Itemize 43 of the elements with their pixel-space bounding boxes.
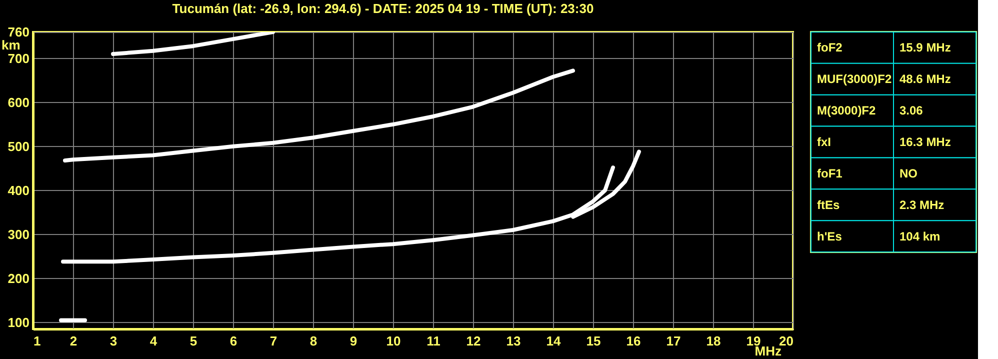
x-tick-label: 14 <box>546 334 562 348</box>
x-tick-label: 9 <box>350 334 358 348</box>
text: 104 km <box>900 229 940 244</box>
x-tick-label: 4 <box>150 334 158 348</box>
x-tick-label: 12 <box>466 334 481 348</box>
x-tick-label: 13 <box>506 334 521 348</box>
y-tick-label: 500 <box>8 138 30 154</box>
y-tick-label: 700 <box>8 50 30 66</box>
x-tick-label: 17 <box>666 334 681 348</box>
text: 2.3 MHz <box>900 198 944 212</box>
text: 3.06 <box>900 104 924 118</box>
x-tick-label: 5 <box>190 334 198 348</box>
x-tick-label: 7 <box>270 334 278 348</box>
x-tick-label: 6 <box>230 334 238 348</box>
text: ftEs <box>817 198 840 212</box>
x-tick-label: 15 <box>586 334 601 348</box>
text: foF1 <box>817 166 843 180</box>
text: 48.6 MHz <box>900 72 951 86</box>
x-tick-label: 10 <box>386 334 401 348</box>
text: h'Es <box>817 229 842 244</box>
text: M(3000)F2 <box>817 104 876 118</box>
chart-title: Tucumán (lat: -26.9, lon: 294.6) - DATE: 2025 04 19 - TIME (UT): 23:30 <box>172 1 594 16</box>
y-tick-label: 300 <box>8 226 30 242</box>
x-tick-label: 16 <box>626 334 641 348</box>
text: NO <box>900 166 918 180</box>
x-tick-label: 18 <box>706 334 721 348</box>
y-tick-label: 200 <box>8 270 30 286</box>
y-tick-label: 600 <box>8 94 30 110</box>
y-tick-label: 760 <box>8 24 30 40</box>
text: 15.9 MHz <box>900 40 951 55</box>
x-tick-label: 8 <box>310 334 318 348</box>
y-tick-label: 400 <box>8 182 30 198</box>
x-tick-label: 20 <box>779 334 794 348</box>
text: fxI <box>817 135 832 149</box>
x-tick-label: 1 <box>34 334 41 348</box>
y-axis-title: km <box>2 38 20 52</box>
x-tick-label: 2 <box>70 334 78 348</box>
x-tick-label: 11 <box>426 334 440 348</box>
text: MUF(3000)F2 <box>817 72 892 86</box>
x-tick-label: 3 <box>110 334 118 348</box>
text: foF2 <box>817 40 843 55</box>
text: 16.3 MHz <box>900 135 951 149</box>
y-tick-label: 100 <box>8 314 30 330</box>
